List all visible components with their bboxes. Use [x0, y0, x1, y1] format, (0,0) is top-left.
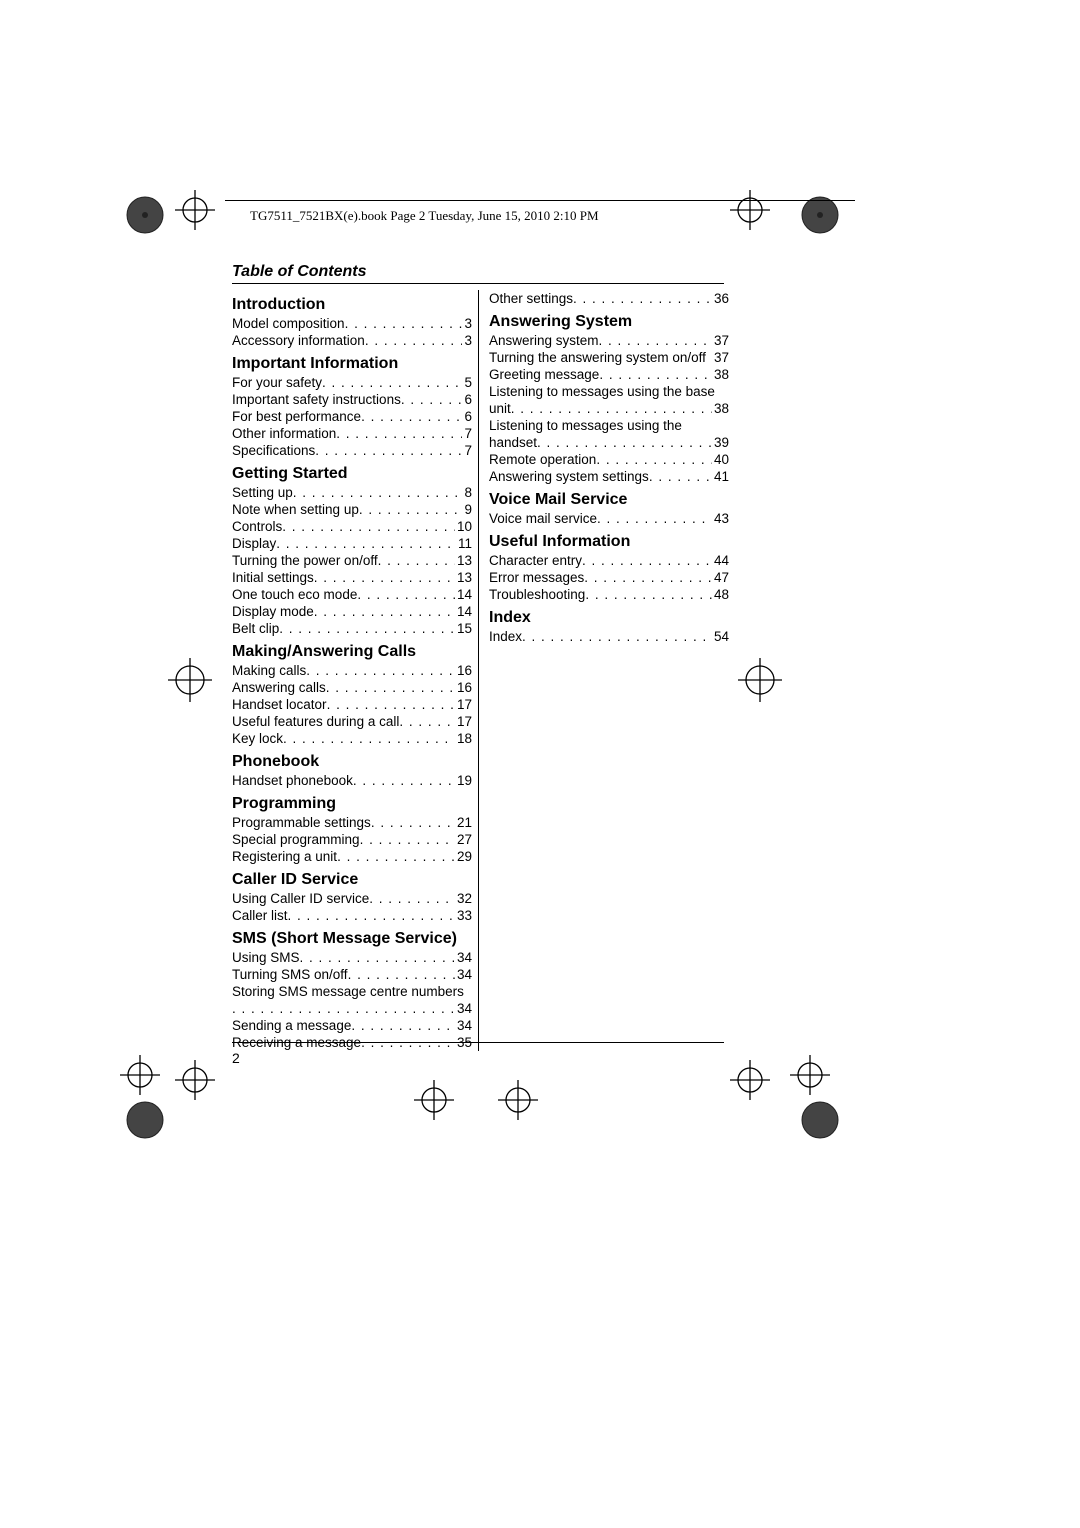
page: TG7511_7521BX(e).book Page 2 Tuesday, Ju… — [0, 0, 1080, 1528]
toc-entry: Model composition 3 — [232, 315, 472, 332]
regmark-icon — [168, 658, 212, 702]
toc-entry-cont: 34 — [232, 1000, 472, 1017]
section-heading: Voice Mail Service — [489, 491, 729, 508]
toc-entry: Remote operation 40 — [489, 451, 729, 468]
toc-entry: Accessory information 3 — [232, 332, 472, 349]
regmark-icon — [414, 1080, 454, 1120]
toc-entry: Index 54 — [489, 628, 729, 645]
toc-entry: Useful features during a call 17 — [232, 713, 472, 730]
toc-entry: Sending a message 34 — [232, 1017, 472, 1034]
regmark-icon — [115, 1090, 175, 1150]
toc-entry: Handset locator 17 — [232, 696, 472, 713]
toc-entry: Error messages 47 — [489, 569, 729, 586]
toc-entry: Making calls 16 — [232, 662, 472, 679]
toc-entry: Turning SMS on/off 34 — [232, 966, 472, 983]
toc-entry: For your safety 5 — [232, 374, 472, 391]
section-heading: Making/Answering Calls — [232, 643, 472, 660]
toc-entry: Special programming 27 — [232, 831, 472, 848]
section-heading: Useful Information — [489, 533, 729, 550]
toc-rule — [232, 283, 724, 284]
section-heading: Index — [489, 609, 729, 626]
toc-entry: Initial settings 13 — [232, 569, 472, 586]
toc-entry: Display mode 14 — [232, 603, 472, 620]
section-heading: Introduction — [232, 296, 472, 313]
toc-entry: Answering system settings 41 — [489, 468, 729, 485]
toc-entry: Listening to messages using the base — [489, 383, 729, 400]
toc-entry: Answering system 37 — [489, 332, 729, 349]
toc-entry: Troubleshooting 48 — [489, 586, 729, 603]
section-heading: Caller ID Service — [232, 871, 472, 888]
regmark-icon — [175, 190, 215, 230]
header-text: TG7511_7521BX(e).book Page 2 Tuesday, Ju… — [250, 208, 599, 224]
regmark-icon — [790, 1055, 830, 1095]
regmark-icon — [730, 1060, 770, 1100]
toc-entry: Storing SMS message centre numbers — [232, 983, 472, 1000]
toc-entry: Note when setting up 9 — [232, 501, 472, 518]
section-heading: Phonebook — [232, 753, 472, 770]
toc-column-left: Introduction Model composition 3Accessory… — [232, 290, 478, 1051]
section-heading: Answering System — [489, 313, 729, 330]
footer-rule — [232, 1042, 724, 1043]
content: Table of Contents Introduction Model comp… — [232, 263, 724, 1051]
toc-entry-cont: handset 39 — [489, 434, 729, 451]
regmark-icon — [115, 185, 175, 245]
toc-entry: Character entry 44 — [489, 552, 729, 569]
header-rule — [225, 200, 855, 201]
regmark-icon — [738, 658, 782, 702]
section-heading: Getting Started — [232, 465, 472, 482]
toc-entry: Greeting message 38 — [489, 366, 729, 383]
regmark-icon — [790, 185, 850, 245]
toc-entry: Programmable settings 21 — [232, 814, 472, 831]
toc-column-right: Other settings 36 Answering System Answeri… — [478, 290, 729, 1051]
toc-entry: Caller list 33 — [232, 907, 472, 924]
toc-entry: Listening to messages using the — [489, 417, 729, 434]
toc-entry-cont: unit 38 — [489, 400, 729, 417]
regmark-icon — [120, 1055, 160, 1095]
section-heading: Important Information — [232, 355, 472, 372]
toc-entry: Controls 10 — [232, 518, 472, 535]
toc-entry: Key lock 18 — [232, 730, 472, 747]
toc-entry: For best performance 6 — [232, 408, 472, 425]
toc-entry: Turning the answering system on/off 37 — [489, 349, 729, 366]
regmark-icon — [730, 190, 770, 230]
toc-entry: Registering a unit 29 — [232, 848, 472, 865]
regmark-icon — [498, 1080, 538, 1120]
toc-entry: Handset phonebook 19 — [232, 772, 472, 789]
section-heading: Programming — [232, 795, 472, 812]
toc-entry: Belt clip 15 — [232, 620, 472, 637]
page-number: 2 — [232, 1050, 240, 1066]
section-heading: SMS (Short Message Service) — [232, 930, 472, 947]
toc-entry: Voice mail service 43 — [489, 510, 729, 527]
toc-entry: Important safety instructions 6 — [232, 391, 472, 408]
toc-entry: Answering calls 16 — [232, 679, 472, 696]
toc-entry: Specifications 7 — [232, 442, 472, 459]
toc-entry: Other settings 36 — [489, 290, 729, 307]
regmark-icon — [790, 1090, 850, 1150]
toc-entry: Setting up 8 — [232, 484, 472, 501]
toc-entry: Using Caller ID service 32 — [232, 890, 472, 907]
toc-entry: Display 11 — [232, 535, 472, 552]
toc-entry: Other information 7 — [232, 425, 472, 442]
toc-entry: Turning the power on/off 13 — [232, 552, 472, 569]
toc-entry: One touch eco mode 14 — [232, 586, 472, 603]
regmark-icon — [175, 1060, 215, 1100]
toc-entry: Using SMS 34 — [232, 949, 472, 966]
toc-title: Table of Contents — [232, 263, 724, 281]
